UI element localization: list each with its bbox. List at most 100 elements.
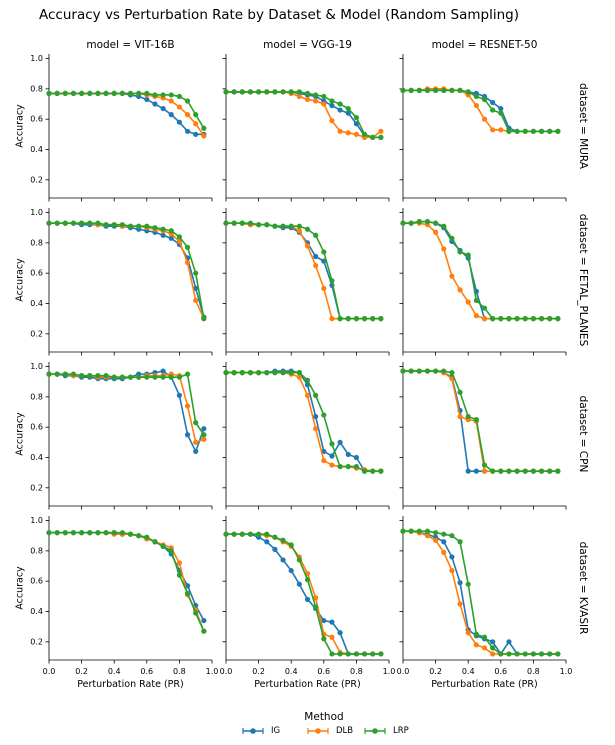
column-header: model = RESNET-50 xyxy=(432,39,538,51)
data-point-lrp xyxy=(321,636,327,642)
y-tick-label: 1.0 xyxy=(30,362,43,371)
row-header: dataset = FETAL_PLANES xyxy=(577,214,589,347)
series-line-dlb xyxy=(226,91,382,139)
data-point-ig xyxy=(288,567,294,574)
series-line-dlb xyxy=(49,373,205,444)
data-point-dlb xyxy=(490,127,496,133)
data-point-lrp xyxy=(46,371,52,377)
data-point-ig xyxy=(337,630,343,636)
panel-4-2: 0.0 0.2 0.4 0.6 0.8 1.0 Perturbation Rate (PR) xyxy=(220,516,395,690)
data-point-lrp xyxy=(441,87,447,93)
data-point-ig xyxy=(490,639,496,645)
data-point-lrp xyxy=(54,220,60,226)
data-point-lrp xyxy=(313,392,319,398)
data-point-lrp xyxy=(79,220,85,226)
data-point-lrp xyxy=(79,530,85,536)
data-point-lrp xyxy=(272,534,278,540)
y-axis-label: Accuracy xyxy=(15,412,26,456)
data-point-lrp xyxy=(288,370,294,376)
legend-label: LRP xyxy=(393,726,409,736)
column-headers: model = VIT-16B model = VGG-19 model = RES… xyxy=(86,39,537,51)
data-point-lrp xyxy=(514,316,520,322)
data-point-lrp xyxy=(239,220,245,226)
data-point-lrp xyxy=(136,533,142,539)
data-point-lrp xyxy=(152,225,158,231)
data-point-ig xyxy=(193,285,199,291)
data-point-lrp xyxy=(231,531,237,537)
legend-marker xyxy=(372,728,378,734)
data-point-lrp xyxy=(441,368,447,374)
data-point-lrp xyxy=(54,90,60,97)
x-tick-label: 0.8 xyxy=(350,667,363,676)
x-tick-label: 0.8 xyxy=(527,667,540,676)
data-point-lrp xyxy=(70,220,77,226)
data-point-dlb xyxy=(176,238,182,244)
panel-1-1: 0.2 0.4 0.6 0.8 1.0 Accuracy xyxy=(15,54,213,202)
data-point-ig xyxy=(345,110,351,116)
data-point-lrp xyxy=(424,219,431,225)
data-point-lrp xyxy=(168,374,174,380)
data-point-lrp xyxy=(87,90,93,97)
data-point-lrp xyxy=(223,531,229,537)
data-point-lrp xyxy=(176,234,182,240)
series-lrp xyxy=(223,531,384,657)
data-point-lrp xyxy=(62,371,68,377)
data-point-ig xyxy=(313,253,319,260)
x-tick-label: 1.0 xyxy=(560,667,573,676)
data-point-dlb xyxy=(481,316,488,322)
series-lrp xyxy=(400,219,561,322)
series-ig xyxy=(400,219,561,322)
data-point-dlb xyxy=(378,128,384,134)
data-point-lrp xyxy=(280,89,286,95)
chart-title: Accuracy vs Perturbation Rate by Dataset… xyxy=(39,7,519,23)
data-point-lrp xyxy=(62,90,68,97)
data-point-lrp xyxy=(416,368,422,374)
data-point-ig xyxy=(193,131,199,137)
data-point-lrp xyxy=(490,107,496,113)
data-point-dlb xyxy=(304,96,311,103)
data-point-lrp xyxy=(288,542,294,548)
data-point-lrp xyxy=(111,222,117,228)
data-point-lrp xyxy=(168,548,174,554)
data-point-lrp xyxy=(465,413,471,420)
data-point-lrp xyxy=(400,528,406,534)
data-point-lrp xyxy=(361,131,368,137)
data-point-dlb xyxy=(184,259,191,266)
legend-marker xyxy=(315,728,321,734)
data-point-dlb xyxy=(465,630,471,636)
panel-2-1: 0.2 0.4 0.6 0.8 1.0 Accuracy xyxy=(15,208,213,356)
data-point-lrp xyxy=(160,543,166,549)
data-point-lrp xyxy=(87,530,93,536)
data-point-lrp xyxy=(408,368,414,374)
x-axis-label: Perturbation Rate (PR) xyxy=(254,679,360,690)
data-point-lrp xyxy=(103,90,109,97)
data-point-dlb xyxy=(473,102,479,109)
data-point-lrp xyxy=(522,651,528,657)
data-point-dlb xyxy=(296,228,302,234)
x-axis-label: Perturbation Rate (PR) xyxy=(431,679,537,690)
data-point-ig xyxy=(321,617,327,624)
data-point-lrp xyxy=(127,531,134,537)
column-header: model = VGG-19 xyxy=(263,39,352,51)
series-lrp xyxy=(223,220,384,322)
data-point-lrp xyxy=(176,572,182,578)
data-point-lrp xyxy=(201,628,207,634)
data-point-lrp xyxy=(424,87,431,93)
data-point-lrp xyxy=(433,87,439,93)
data-point-dlb xyxy=(329,118,335,124)
series-line-dlb xyxy=(226,533,381,655)
data-point-lrp xyxy=(144,223,150,229)
data-point-dlb xyxy=(337,128,343,134)
x-tick-label: 0.0 xyxy=(397,667,410,676)
data-point-ig xyxy=(353,121,359,127)
data-point-ig xyxy=(184,128,191,134)
data-point-lrp xyxy=(498,651,504,657)
data-point-lrp xyxy=(111,90,117,97)
data-point-ig xyxy=(184,432,191,438)
data-point-dlb xyxy=(441,246,447,252)
data-point-lrp xyxy=(441,223,447,229)
data-point-lrp xyxy=(538,316,545,322)
data-point-ig xyxy=(313,413,319,420)
series-line-dlb xyxy=(226,222,381,320)
data-point-lrp xyxy=(329,651,335,657)
